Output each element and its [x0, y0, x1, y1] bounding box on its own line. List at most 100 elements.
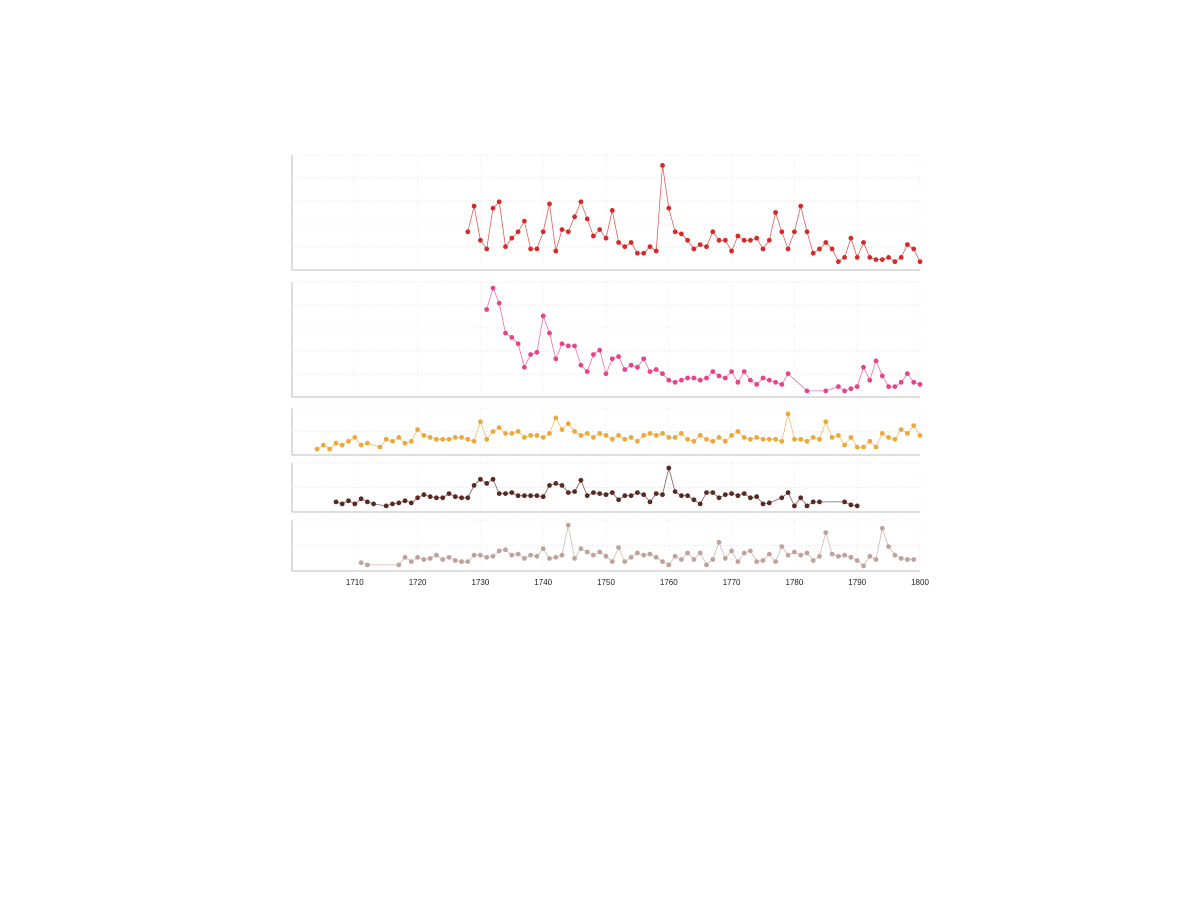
series-2-point-1775: [760, 375, 766, 381]
series-3-point-1711: [358, 442, 364, 448]
series-4-point-1725: [446, 491, 452, 496]
series-2-point-1799: [911, 379, 917, 385]
series-3-point-1739: [534, 433, 540, 438]
series-2-line: [486, 286, 921, 392]
series-4-point-1779: [785, 490, 791, 495]
series-2-point-1737: [522, 364, 527, 370]
series-3-point-1788: [842, 442, 847, 448]
series-1-point-1800: [917, 259, 923, 265]
series-2-point-1755: [635, 364, 640, 370]
series-5-point-1711: [358, 560, 364, 566]
series-4-point-1749: [597, 491, 603, 496]
series-1-point-1784: [817, 246, 822, 252]
series-4-point-1760: [666, 465, 672, 471]
series-3-point-1757: [647, 431, 653, 436]
series-3-point-1728: [465, 436, 471, 442]
series-3-point-1736: [515, 429, 521, 434]
series-4-point-1750: [603, 492, 609, 498]
x-tick-label-1730: 1730: [472, 578, 490, 587]
series-5-point-1788: [842, 552, 847, 558]
series-4-point-1738: [528, 493, 533, 499]
series-2-point-1776: [766, 377, 772, 383]
series-5-point-1759: [660, 559, 665, 564]
series-3-point-1746: [578, 433, 584, 438]
series-1-point-1765: [697, 242, 703, 248]
series-1-point-1779: [785, 246, 791, 252]
series-1-point-1780: [792, 229, 797, 235]
series-5-point-1797: [898, 556, 904, 561]
series-2-point-1738: [528, 352, 533, 357]
series-4-point-1755: [635, 490, 640, 495]
series-3-point-1779: [785, 411, 791, 417]
series-1-point-1789: [848, 235, 854, 241]
series-3-point-1733: [496, 425, 502, 430]
series-2-point-1757: [647, 369, 653, 374]
series-4-point-1720: [415, 495, 420, 501]
series-2-point-1744: [565, 343, 571, 349]
series-5-point-1781: [798, 552, 804, 558]
series-3-point-1706: [327, 446, 333, 452]
series-3-point-1752: [616, 433, 621, 438]
series-4-point-1734: [503, 491, 508, 496]
series-2-point-1760: [666, 377, 672, 383]
series-3-point-1797: [898, 427, 904, 432]
series-5-point-1799: [911, 557, 917, 562]
series-2-point-1764: [691, 375, 697, 381]
series-1-point-1797: [898, 255, 904, 260]
series-5-point-1764: [691, 557, 697, 562]
x-tick-label-1780: 1780: [786, 578, 804, 587]
series-5-point-1791: [861, 563, 866, 569]
series-2-point-1790: [854, 384, 860, 389]
series-2-point-1779: [785, 371, 791, 377]
series-5-point-1758: [653, 554, 659, 560]
series-5-point-1745: [572, 556, 577, 561]
series-5-point-1798: [905, 557, 910, 562]
series-2-point-1768: [716, 373, 722, 379]
series-1-point-1735: [509, 235, 515, 241]
series-4-point-1751: [609, 490, 615, 495]
series-3-point-1783: [810, 435, 816, 440]
series-4-point-1781: [798, 495, 804, 501]
series-3-point-1754: [628, 435, 634, 440]
series-3-point-1792: [867, 438, 873, 444]
series-1-point-1799: [911, 246, 917, 252]
series-1-point-1743: [559, 227, 565, 233]
series-4-point-1709: [346, 498, 351, 504]
series-3-point-1750: [603, 433, 609, 438]
series-3-point-1773: [748, 436, 753, 442]
x-tick-label-1790: 1790: [848, 578, 866, 587]
series-1-point-1775: [760, 246, 766, 252]
series-3-point-1771: [735, 429, 741, 434]
series-5-point-1768: [716, 539, 722, 545]
series-2-point-1736: [515, 341, 521, 347]
series-3-point-1795: [886, 435, 891, 440]
series-3-point-1800: [917, 433, 923, 438]
series-1-point-1795: [886, 255, 891, 260]
series-4-point-1710: [352, 501, 358, 507]
series-2-point-1792: [867, 377, 873, 383]
series-4-point-1759: [660, 492, 665, 498]
series-4-point-1726: [452, 494, 458, 500]
series-3-point-1753: [622, 436, 628, 442]
series-4-point-1727: [459, 495, 464, 501]
series-3-point-1732: [490, 429, 496, 434]
series-5-point-1734: [503, 547, 508, 553]
series-5-point-1780: [792, 549, 797, 555]
series-3-point-1758: [653, 433, 659, 438]
series-4-point-1773: [748, 495, 753, 501]
series-4-point-1717: [396, 500, 402, 506]
series-4-point-1764: [691, 497, 697, 503]
series-4-point-1744: [565, 490, 571, 495]
series-4-point-1770: [729, 491, 734, 496]
series-2-point-1758: [653, 367, 659, 372]
x-tick-label-1720: 1720: [409, 578, 427, 587]
series-2-point-1798: [905, 371, 910, 377]
x-tick-label-1710: 1710: [346, 578, 364, 587]
series-5-point-1789: [848, 554, 854, 560]
series-3-point-1766: [704, 436, 709, 442]
series-3-point-1731: [484, 436, 490, 442]
series-3-point-1709: [346, 438, 351, 444]
series-3-point-1745: [572, 429, 577, 434]
series-5-point-1755: [635, 550, 640, 556]
